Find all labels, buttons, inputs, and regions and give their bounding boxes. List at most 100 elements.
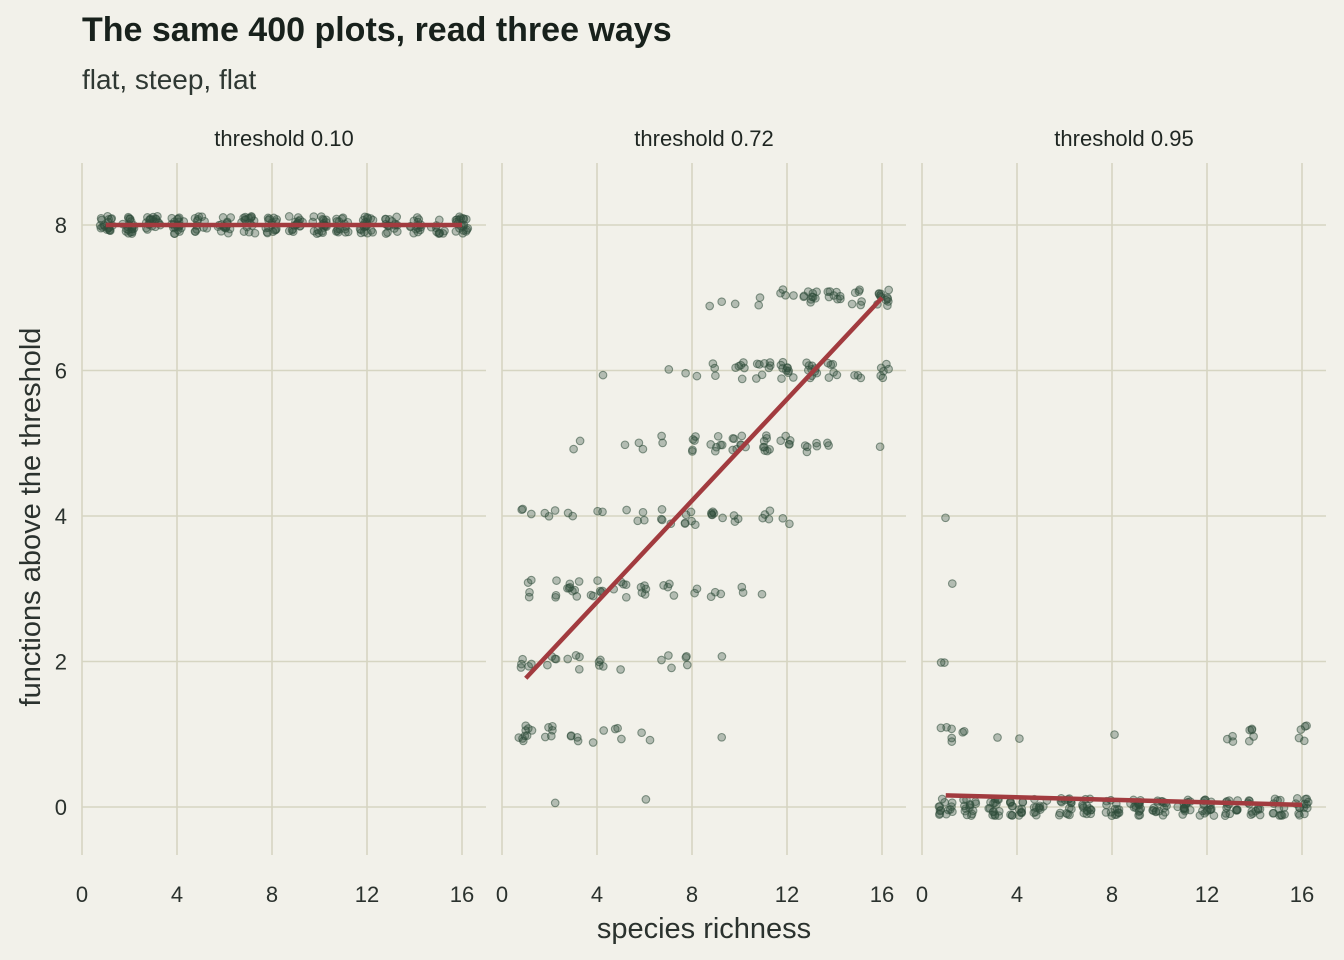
data-point [965,799,975,809]
x-tick-label: 8 [266,882,278,907]
data-point [947,798,957,808]
data-point [634,438,644,448]
data-point [593,506,602,516]
data-point [718,513,727,523]
data-point [761,431,771,440]
data-point [784,366,794,376]
data-point [777,374,786,383]
data-point [575,436,585,446]
data-point [595,586,605,596]
data-point [713,431,723,441]
x-tick-label: 8 [1106,882,1118,907]
data-point [638,507,648,517]
data-point [551,654,561,664]
data-point [153,211,162,221]
data-point [936,658,946,667]
data-point [569,444,578,454]
data-point [988,810,997,820]
data-point [680,519,690,528]
x-tick-label: 16 [1290,882,1314,907]
data-point [658,438,667,448]
data-point [1055,808,1065,818]
data-point [544,723,553,732]
data-point [884,285,894,295]
data-point [935,809,945,818]
data-point [692,371,702,381]
x-tick-label: 12 [1195,882,1219,907]
y-tick-label: 2 [55,650,67,675]
x-tick-label: 12 [355,882,379,907]
data-point [682,651,691,661]
data-point [941,809,951,819]
data-point [755,293,765,302]
data-point [657,655,666,665]
data-point [1079,808,1089,818]
data-point [737,374,747,384]
data-point [784,439,794,449]
data-point [552,576,561,585]
data-point [707,508,716,518]
data-point [613,723,622,733]
data-point [551,590,561,600]
data-point [544,511,554,521]
x-tick-label: 4 [591,882,603,907]
data-point [593,576,602,585]
data-point [617,734,626,744]
panel-strip-label: threshold 0.72 [634,126,773,151]
data-point [807,292,817,302]
data-point [573,736,583,746]
data-point [167,213,177,223]
panel-strip-label: threshold 0.10 [214,126,353,151]
data-point [1206,805,1216,814]
data-point [363,228,372,238]
data-point [856,300,866,310]
y-tick-label: 0 [55,795,67,820]
data-point [193,215,203,224]
trend-line [524,296,884,680]
data-point [884,364,893,374]
data-point [829,291,839,300]
data-point [586,590,596,600]
data-point [993,733,1002,742]
data-point [765,506,775,516]
data-point [736,360,746,370]
data-point [599,726,609,735]
data-point [107,214,117,223]
data-point [875,442,885,452]
data-point [546,731,556,741]
data-point [757,370,767,380]
data-point [657,431,666,441]
data-point [800,441,810,450]
data-point [331,227,341,236]
data-point [690,520,700,530]
data-point [1247,725,1257,735]
data-point [760,359,769,368]
data-point [669,591,679,600]
data-point [1179,804,1189,813]
data-point [1294,733,1304,743]
data-point [710,587,720,597]
data-point [621,592,631,602]
y-axis-label: functions above the threshold [15,328,47,707]
chart-subtitle: flat, steep, flat [82,64,257,95]
data-point [947,733,957,743]
data-point [1067,804,1076,814]
x-axis-label: species richness [597,913,811,945]
x-tick-label: 4 [1011,882,1023,907]
data-point [1007,811,1017,820]
data-point [1135,806,1145,815]
data-point [622,505,631,515]
data-point [711,371,720,381]
data-point [940,797,949,807]
y-tick-label: 8 [55,213,67,238]
data-point [574,577,584,586]
data-point [941,513,950,523]
data-point [688,445,697,455]
data-point [785,519,794,529]
trend-line [945,793,1303,808]
data-point [543,660,552,670]
x-tick-label: 8 [686,882,698,907]
y-tick-label: 6 [55,359,67,384]
data-point [737,431,747,441]
data-point [518,504,528,514]
